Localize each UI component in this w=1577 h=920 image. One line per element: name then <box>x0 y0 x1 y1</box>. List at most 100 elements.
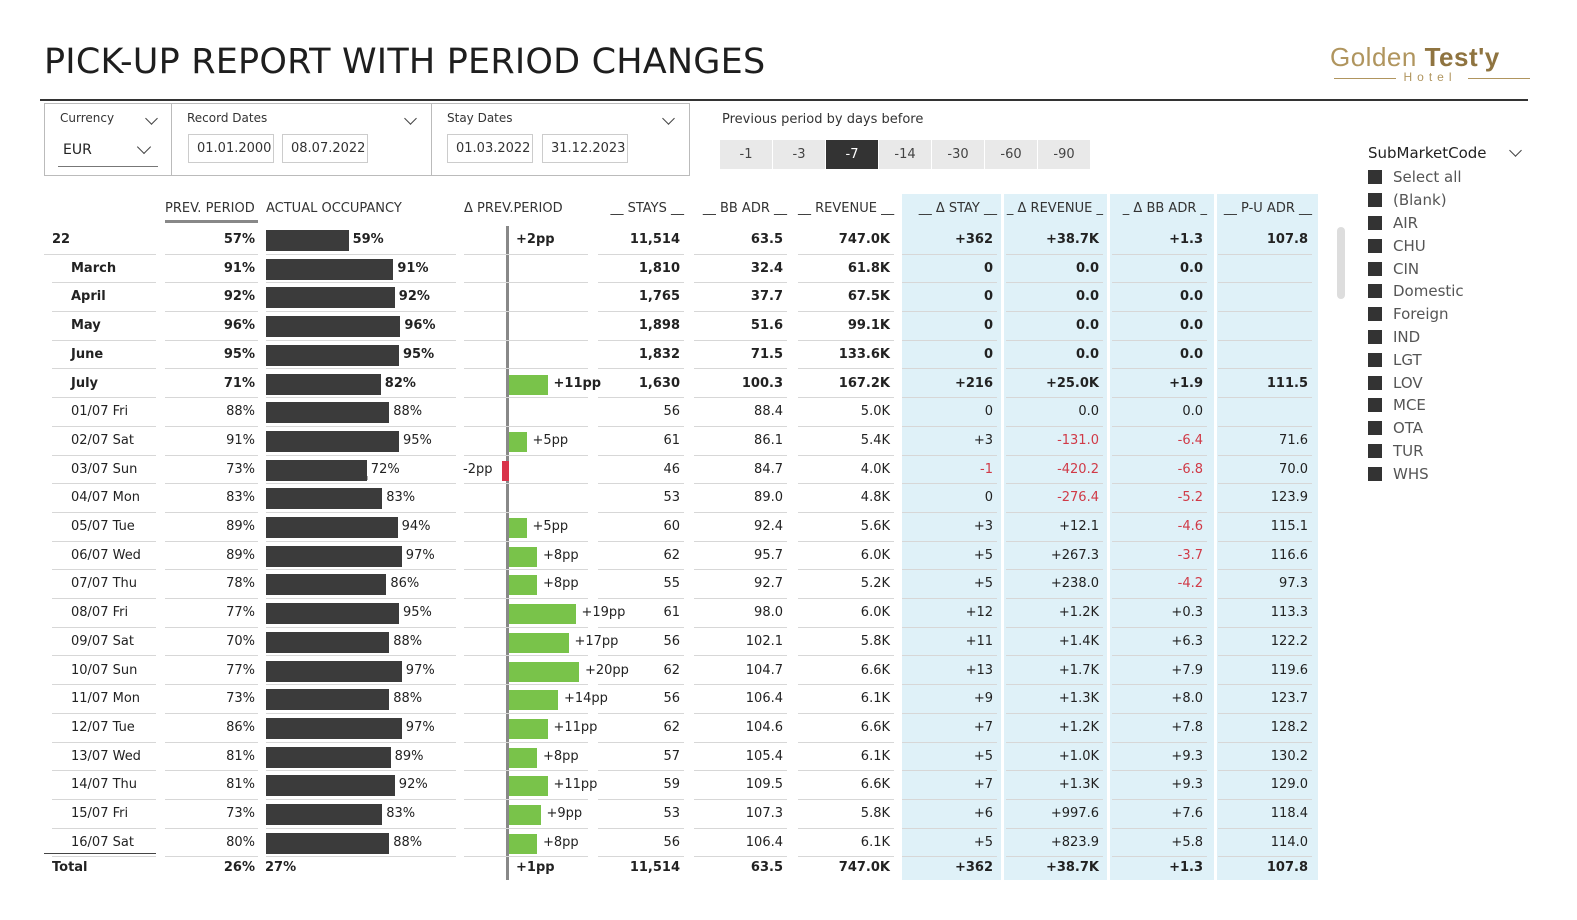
occupancy-bar[interactable] <box>266 316 401 338</box>
occupancy-bar[interactable] <box>266 631 390 653</box>
slicer-item[interactable]: OTA <box>1368 417 1528 440</box>
slicer-item[interactable]: LOV <box>1368 371 1528 394</box>
checkbox-icon[interactable] <box>1368 443 1382 458</box>
checkbox-icon[interactable] <box>1368 466 1382 481</box>
occupancy-bar[interactable] <box>266 804 383 825</box>
occupancy-bar[interactable] <box>266 775 395 797</box>
occupancy-bar[interactable] <box>266 287 395 309</box>
table-row[interactable]: March 91% 91% 1,810 32.4 61.8K 0 0.0 0.0 <box>44 255 1319 284</box>
slicer-item[interactable]: (Blank) <box>1368 189 1528 212</box>
table-row[interactable]: 11/07 Mon 73% 88% +14pp 56 106.4 6.1K +9 +1.3K +8… <box>44 685 1319 714</box>
occupancy-bar[interactable] <box>266 344 399 366</box>
chevron-down-icon[interactable] <box>1509 144 1522 157</box>
checkbox-icon[interactable] <box>1368 284 1382 299</box>
slicer-item[interactable]: CIN <box>1368 257 1528 280</box>
header-stays[interactable]: __ STAYS __ <box>610 201 684 216</box>
stay-date-from[interactable]: 01.03.2022 <box>447 134 533 163</box>
table-row[interactable]: 08/07 Fri 77% 95% +19pp 61 98.0 6.0K +12 +1.2K +0… <box>44 599 1319 628</box>
occupancy-bar[interactable] <box>266 402 390 424</box>
occupancy-bar[interactable] <box>266 689 390 711</box>
delta-bar-positive[interactable] <box>509 776 548 797</box>
table-row[interactable]: 05/07 Tue 89% 94% +5pp 60 92.4 5.6K +3 +12.1 -4.6… <box>44 513 1319 542</box>
header-prev-period[interactable]: PREV. PERIOD <box>165 194 258 223</box>
stay-date-to[interactable]: 31.12.2023 <box>542 134 628 163</box>
currency-select[interactable]: EUR <box>63 142 92 158</box>
header-delta-bb-adr[interactable]: _ Δ BB ADR _ <box>1122 201 1207 216</box>
checkbox-icon[interactable] <box>1368 261 1382 276</box>
table-row[interactable]: 03/07 Sun 73% 72% -2pp 46 84.7 4.0K -1 -420.2 -6.… <box>44 456 1319 485</box>
occupancy-bar[interactable] <box>266 488 383 510</box>
delta-bar-negative[interactable] <box>502 460 509 481</box>
occupancy-bar[interactable] <box>266 545 402 567</box>
table-row[interactable]: 14/07 Thu 81% 92% +11pp 59 109.5 6.6K +7 +1.3K +9… <box>44 771 1319 800</box>
occupancy-bar[interactable] <box>266 832 390 854</box>
checkbox-icon[interactable] <box>1368 238 1382 253</box>
table-scrollbar[interactable] <box>1337 227 1345 299</box>
table-row[interactable]: 22 57% 59% +2pp 11,514 63.5 747.0K +362 +38.7K +1… <box>44 226 1319 255</box>
occupancy-bar[interactable] <box>266 574 387 596</box>
checkbox-icon[interactable] <box>1368 352 1382 367</box>
header-bb-adr[interactable]: __ BB ADR __ <box>702 201 787 216</box>
delta-bar-positive[interactable] <box>509 718 548 739</box>
slicer-item[interactable]: AIR <box>1368 212 1528 235</box>
occupancy-bar[interactable] <box>266 717 402 739</box>
slicer-item[interactable]: IND <box>1368 326 1528 349</box>
header-actual-occupancy[interactable]: ACTUAL OCCUPANCY <box>266 201 402 216</box>
chevron-down-icon[interactable] <box>145 112 158 125</box>
delta-bar-positive[interactable] <box>509 546 537 567</box>
slicer-item[interactable]: MCE <box>1368 394 1528 417</box>
period-button[interactable]: -7 <box>826 140 879 169</box>
checkbox-icon[interactable] <box>1368 421 1382 436</box>
period-button[interactable]: -30 <box>932 140 985 169</box>
table-row[interactable]: 04/07 Mon 83% 83% 53 89.0 4.8K 0 -276.4 -5.2 123.… <box>44 484 1319 513</box>
record-date-from[interactable]: 01.01.2000 <box>188 134 274 163</box>
occupancy-bar[interactable] <box>266 660 402 682</box>
checkbox-icon[interactable] <box>1368 170 1382 185</box>
header-delta-revenue[interactable]: _ Δ REVENUE _ <box>1006 201 1103 216</box>
delta-bar-positive[interactable] <box>509 632 569 653</box>
delta-bar-positive[interactable] <box>509 833 537 854</box>
delta-bar-positive[interactable] <box>509 661 579 682</box>
table-row[interactable]: 16/07 Sat 80% 88% +8pp 56 106.4 6.1K +5 +823.9 +5… <box>44 829 1319 858</box>
stay-dates-filter[interactable]: Stay Dates 01.03.2022 31.12.2023 <box>431 103 690 176</box>
table-row[interactable]: April 92% 92% 1,765 37.7 67.5K 0 0.0 0.0 <box>44 283 1319 313</box>
header-revenue[interactable]: __ REVENUE __ <box>798 201 895 216</box>
header-delta-stay[interactable]: __ Δ STAY __ <box>918 201 997 216</box>
checkbox-icon[interactable] <box>1368 215 1382 230</box>
table-row[interactable]: July 71% 82% +11pp 1,630 100.3 167.2K +216 +25.0… <box>44 370 1319 399</box>
chevron-down-icon[interactable] <box>404 112 417 125</box>
chevron-down-icon[interactable] <box>136 139 152 155</box>
period-button[interactable]: -3 <box>773 140 826 169</box>
checkbox-icon[interactable] <box>1368 375 1382 390</box>
slicer-item[interactable]: CHU <box>1368 234 1528 257</box>
occupancy-bar[interactable] <box>266 258 394 280</box>
table-row[interactable]: June 95% 95% 1,832 71.5 133.6K 0 0.0 0.0 <box>44 341 1319 370</box>
table-row[interactable]: 02/07 Sat 91% 95% +5pp 61 86.1 5.4K +3 -131.0 -6.… <box>44 427 1319 456</box>
slicer-item[interactable]: Select all <box>1368 166 1528 189</box>
header-pu-adr[interactable]: __ P-U ADR __ <box>1223 201 1312 216</box>
total-row[interactable]: Total 26% 27% +1pp 11,514 63.5 747.0K +362 +38.7… <box>44 853 1308 882</box>
checkbox-icon[interactable] <box>1368 307 1382 322</box>
period-button[interactable]: -90 <box>1038 140 1091 169</box>
delta-bar-positive[interactable] <box>509 747 537 768</box>
slicer-item[interactable]: Domestic <box>1368 280 1528 303</box>
period-button[interactable]: -1 <box>720 140 773 169</box>
record-date-to[interactable]: 08.07.2022 <box>282 134 368 163</box>
record-dates-filter[interactable]: Record Dates 01.01.2000 08.07.2022 <box>171 103 432 176</box>
checkbox-icon[interactable] <box>1368 193 1382 208</box>
table-row[interactable]: 01/07 Fri 88% 88% 56 88.4 5.0K 0 0.0 0.0 <box>44 398 1319 427</box>
occupancy-bar[interactable] <box>266 459 367 481</box>
delta-bar-positive[interactable] <box>509 575 537 596</box>
delta-bar-positive[interactable] <box>509 604 576 625</box>
occupancy-bar[interactable] <box>266 430 399 452</box>
table-row[interactable]: 06/07 Wed 89% 97% +8pp 62 95.7 6.0K +5 +267.3 -3.… <box>44 542 1319 571</box>
header-delta-prev-period[interactable]: Δ PREV.PERIOD <box>464 201 563 216</box>
occupancy-bar[interactable] <box>266 373 381 395</box>
period-button[interactable]: -14 <box>879 140 932 169</box>
delta-bar-positive[interactable] <box>509 431 527 452</box>
delta-bar-positive[interactable] <box>509 518 527 538</box>
table-row[interactable]: 12/07 Tue 86% 97% +11pp 62 104.6 6.6K +7 +1.2K +7… <box>44 714 1319 743</box>
slicer-item[interactable]: TUR <box>1368 440 1528 463</box>
occupancy-bar[interactable] <box>266 230 349 251</box>
occupancy-bar[interactable] <box>266 746 391 768</box>
